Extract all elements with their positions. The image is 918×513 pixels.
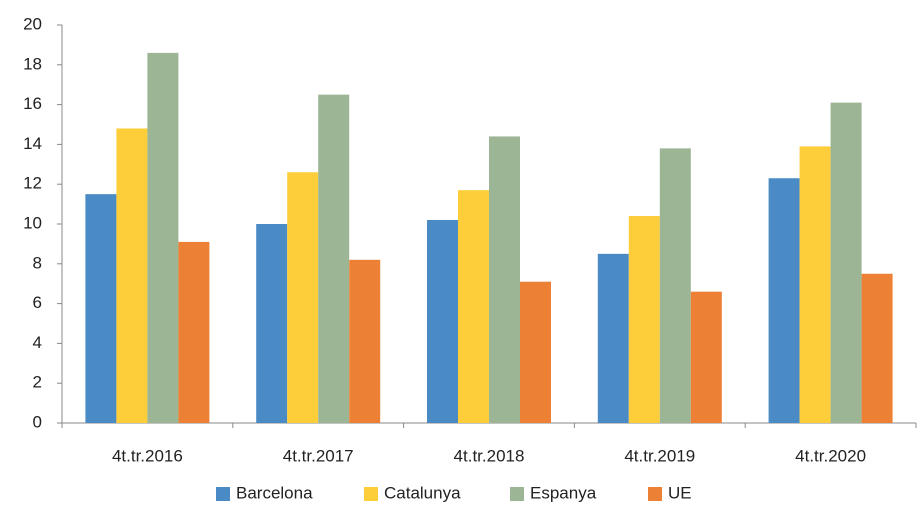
bar — [458, 190, 489, 423]
bar — [85, 194, 117, 423]
y-tick-label: 14 — [23, 134, 42, 153]
bar — [799, 146, 831, 423]
y-tick-label: 20 — [23, 14, 42, 33]
bar — [147, 52, 179, 424]
bar — [256, 224, 288, 423]
bar — [768, 178, 800, 423]
y-tick-label: 4 — [33, 333, 42, 352]
bar — [861, 273, 893, 423]
x-tick-label: 4t.tr.2020 — [795, 446, 866, 465]
y-tick-label: 10 — [23, 213, 42, 232]
x-tick-label: 4t.tr.2018 — [454, 446, 525, 465]
legend-swatch — [510, 487, 524, 501]
y-tick-label: 18 — [23, 54, 42, 73]
x-tick-label: 4t.tr.2016 — [112, 446, 183, 465]
legend-swatch — [216, 487, 230, 501]
bar — [520, 281, 551, 423]
y-tick-label: 6 — [33, 293, 42, 312]
x-tick-label: 4t.tr.2017 — [283, 446, 354, 465]
legend-label: Espanya — [530, 483, 597, 502]
legend-label: Barcelona — [236, 483, 313, 502]
x-tick-label: 4t.tr.2019 — [624, 446, 695, 465]
y-tick-label: 0 — [33, 412, 42, 431]
bar — [287, 172, 319, 423]
bar — [659, 148, 691, 423]
y-tick-label: 16 — [23, 94, 42, 113]
legend-swatch — [648, 487, 662, 501]
legend-label: Catalunya — [384, 483, 461, 502]
bar — [628, 216, 660, 423]
bar — [318, 94, 350, 424]
bar — [349, 259, 381, 423]
bar — [830, 102, 862, 424]
bar — [489, 136, 520, 423]
legend-swatch — [364, 487, 378, 501]
y-tick-label: 8 — [33, 253, 42, 272]
bar — [427, 220, 458, 423]
legend-label: UE — [668, 483, 692, 502]
bar — [597, 253, 629, 423]
y-tick-label: 12 — [23, 174, 42, 193]
bar — [116, 128, 148, 424]
bar — [178, 241, 210, 423]
y-tick-label: 2 — [33, 373, 42, 392]
bar — [690, 291, 722, 423]
